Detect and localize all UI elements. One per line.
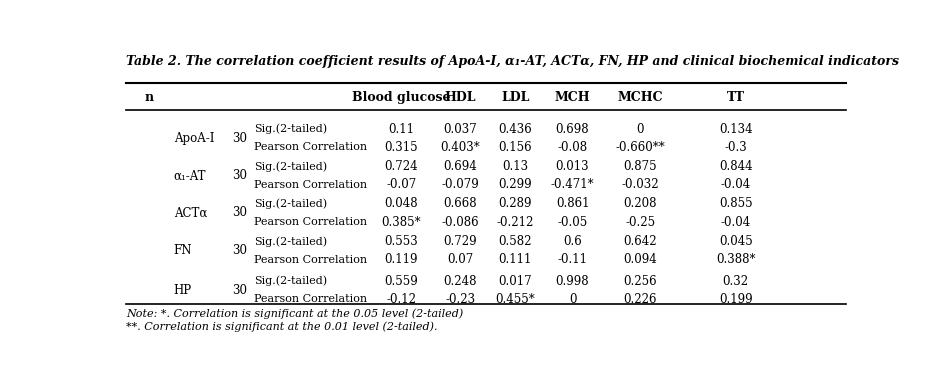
Text: Sig.(2-tailed): Sig.(2-tailed) (254, 236, 328, 247)
Text: Pearson Correlation: Pearson Correlation (254, 294, 368, 304)
Text: 0.119: 0.119 (385, 253, 418, 266)
Text: FN: FN (173, 244, 192, 257)
Text: Note: *. Correlation is significant at the 0.05 level (2-tailed): Note: *. Correlation is significant at t… (126, 309, 463, 319)
Text: 0.642: 0.642 (624, 235, 657, 248)
Text: Table 2. The correlation coefficient results of ApoA-I, α₁-AT, ACTα, FN, HP and : Table 2. The correlation coefficient res… (126, 55, 899, 68)
Text: 0.553: 0.553 (385, 235, 418, 248)
Text: Pearson Correlation: Pearson Correlation (254, 143, 368, 152)
Text: Sig.(2-tailed): Sig.(2-tailed) (254, 161, 328, 172)
Text: 0.855: 0.855 (719, 197, 753, 210)
Text: 0.248: 0.248 (444, 274, 477, 288)
Text: TT: TT (727, 91, 744, 104)
Text: -0.212: -0.212 (497, 215, 534, 229)
Text: -0.04: -0.04 (720, 215, 751, 229)
Text: 0.698: 0.698 (556, 123, 590, 136)
Text: ApoA-I: ApoA-I (173, 132, 214, 145)
Text: 30: 30 (232, 244, 247, 257)
Text: 0.07: 0.07 (447, 253, 473, 266)
Text: 0.256: 0.256 (624, 274, 657, 288)
Text: 0.436: 0.436 (499, 123, 532, 136)
Text: 0: 0 (569, 293, 576, 306)
Text: 0.724: 0.724 (385, 160, 418, 173)
Text: 0.559: 0.559 (385, 274, 418, 288)
Text: -0.11: -0.11 (557, 253, 588, 266)
Text: 0.694: 0.694 (444, 160, 477, 173)
Text: 0.134: 0.134 (719, 123, 753, 136)
Text: 0.385*: 0.385* (381, 215, 421, 229)
Text: -0.3: -0.3 (724, 141, 747, 154)
Text: 0.582: 0.582 (499, 235, 532, 248)
Text: **. Correlation is significant at the 0.01 level (2-tailed).: **. Correlation is significant at the 0.… (126, 321, 437, 332)
Text: 0.13: 0.13 (502, 160, 528, 173)
Text: 0.403*: 0.403* (440, 141, 480, 154)
Text: 0.11: 0.11 (389, 123, 414, 136)
Text: 0.315: 0.315 (385, 141, 418, 154)
Text: 0.998: 0.998 (556, 274, 590, 288)
Text: Sig.(2-tailed): Sig.(2-tailed) (254, 199, 328, 209)
Text: LDL: LDL (501, 91, 529, 104)
Text: 0.289: 0.289 (499, 197, 532, 210)
Text: n: n (145, 91, 154, 104)
Text: MCHC: MCHC (617, 91, 663, 104)
Text: 0.045: 0.045 (719, 235, 753, 248)
Text: 0.875: 0.875 (624, 160, 657, 173)
Text: 0.6: 0.6 (563, 235, 582, 248)
Text: 0.226: 0.226 (624, 293, 657, 306)
Text: -0.079: -0.079 (441, 179, 479, 191)
Text: -0.032: -0.032 (621, 179, 659, 191)
Text: -0.05: -0.05 (557, 215, 588, 229)
Text: HP: HP (173, 284, 191, 297)
Text: 30: 30 (232, 284, 247, 297)
Text: α₁-AT: α₁-AT (173, 169, 206, 182)
Text: HDL: HDL (445, 91, 476, 104)
Text: 30: 30 (232, 169, 247, 182)
Text: 0.094: 0.094 (623, 253, 657, 266)
Text: 0.111: 0.111 (499, 253, 532, 266)
Text: -0.07: -0.07 (386, 179, 416, 191)
Text: 0.861: 0.861 (556, 197, 590, 210)
Text: -0.04: -0.04 (720, 179, 751, 191)
Text: 0.037: 0.037 (444, 123, 477, 136)
Text: -0.086: -0.086 (442, 215, 479, 229)
Text: 0.017: 0.017 (499, 274, 532, 288)
Text: -0.08: -0.08 (557, 141, 588, 154)
Text: 0.455*: 0.455* (496, 293, 535, 306)
Text: -0.471*: -0.471* (551, 179, 594, 191)
Text: 30: 30 (232, 206, 247, 220)
Text: Pearson Correlation: Pearson Correlation (254, 180, 368, 190)
Text: 0.048: 0.048 (385, 197, 418, 210)
Text: 0.388*: 0.388* (716, 253, 756, 266)
Text: -0.23: -0.23 (445, 293, 475, 306)
Text: -0.12: -0.12 (387, 293, 416, 306)
Text: -0.660**: -0.660** (615, 141, 665, 154)
Text: Pearson Correlation: Pearson Correlation (254, 217, 368, 227)
Text: 0.32: 0.32 (722, 274, 749, 288)
Text: MCH: MCH (555, 91, 591, 104)
Text: 0.208: 0.208 (624, 197, 657, 210)
Text: 0.729: 0.729 (444, 235, 477, 248)
Text: 30: 30 (232, 132, 247, 145)
Text: 0.299: 0.299 (499, 179, 532, 191)
Text: 0.844: 0.844 (719, 160, 753, 173)
Text: 0.668: 0.668 (444, 197, 477, 210)
Text: 0: 0 (636, 123, 644, 136)
Text: Blood glucose: Blood glucose (352, 91, 450, 104)
Text: ACTα: ACTα (173, 206, 207, 220)
Text: Sig.(2-tailed): Sig.(2-tailed) (254, 276, 328, 287)
Text: 0.156: 0.156 (499, 141, 532, 154)
Text: Pearson Correlation: Pearson Correlation (254, 255, 368, 265)
Text: Sig.(2-tailed): Sig.(2-tailed) (254, 124, 328, 134)
Text: -0.25: -0.25 (625, 215, 655, 229)
Text: 0.199: 0.199 (719, 293, 753, 306)
Text: 0.013: 0.013 (556, 160, 590, 173)
